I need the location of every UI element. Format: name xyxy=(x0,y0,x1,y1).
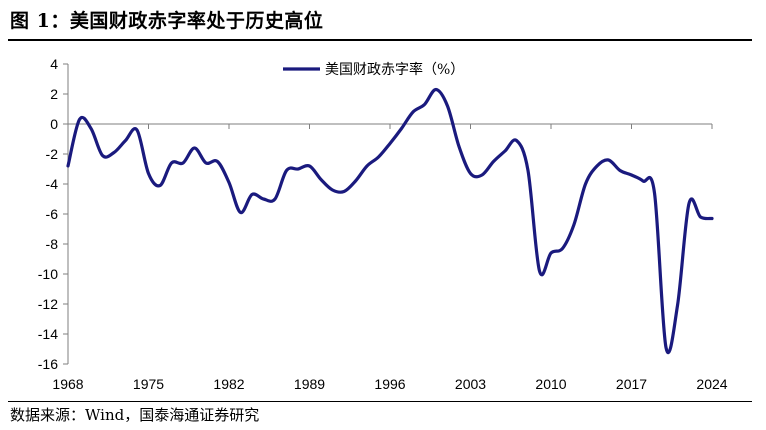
x-tick-label: 1982 xyxy=(213,376,244,392)
data-point-1972 xyxy=(113,151,115,153)
data-point-2001 xyxy=(446,105,448,107)
data-point-1994 xyxy=(366,165,368,167)
title-underline xyxy=(8,39,752,41)
data-point-1998 xyxy=(412,111,414,113)
series-line xyxy=(66,87,714,355)
data-point-1989 xyxy=(308,165,310,167)
data-point-1976 xyxy=(159,184,161,186)
data-point-2007 xyxy=(515,139,517,141)
data-point-2000 xyxy=(435,88,437,90)
data-point-2005 xyxy=(492,160,494,162)
data-point-2013 xyxy=(584,183,586,185)
y-tick-label: -16 xyxy=(38,356,58,372)
y-tick-label: 0 xyxy=(50,116,58,132)
data-point-1987 xyxy=(285,169,287,171)
x-axis: 1968 1975 1982 1989 1996 2003 2010 2017 2024 xyxy=(52,123,728,392)
data-point-1971 xyxy=(101,154,103,156)
data-point-1977 xyxy=(170,162,172,164)
data-point-2003 xyxy=(469,172,471,174)
data-point-1970 xyxy=(90,127,92,129)
data-point-2016 xyxy=(619,169,621,171)
y-axis: 4 2 0 -2 -4 -6 -8 -10 -12 -14 -16 xyxy=(38,56,69,372)
data-point-1995 xyxy=(377,156,379,158)
data-point-2017 xyxy=(630,174,632,176)
data-point-1992 xyxy=(343,190,345,192)
y-tick-label: -12 xyxy=(38,296,58,312)
data-point-2019 xyxy=(653,192,655,194)
y-tick-label: -8 xyxy=(46,236,59,252)
x-tick-label: 1975 xyxy=(133,376,164,392)
data-point-1979 xyxy=(193,147,195,149)
data-point-1988 xyxy=(297,168,299,170)
data-point-1968 xyxy=(67,165,69,167)
data-point-2009 xyxy=(538,270,540,272)
data-point-1981 xyxy=(216,160,218,162)
y-tick-label: -4 xyxy=(46,176,59,192)
data-point-2018 xyxy=(642,180,644,182)
x-tick-label: 1996 xyxy=(374,376,405,392)
data-point-2004 xyxy=(481,174,483,176)
data-point-1980 xyxy=(205,162,207,164)
x-tick-label: 2024 xyxy=(696,376,727,392)
x-tick-label: 2003 xyxy=(455,376,486,392)
data-point-2006 xyxy=(504,150,506,152)
data-point-1983 xyxy=(239,211,241,213)
data-point-1991 xyxy=(331,189,333,191)
y-tick-label: 2 xyxy=(50,86,58,102)
figure-title: 图 1：美国财政赤字率处于历史高位 xyxy=(10,10,324,32)
data-point-2012 xyxy=(573,223,575,225)
y-tick-label: -6 xyxy=(46,206,59,222)
data-point-2010 xyxy=(550,252,552,254)
legend-label: 美国财政赤字率（%） xyxy=(325,61,464,78)
data-point-1978 xyxy=(182,162,184,164)
data-point-1990 xyxy=(320,178,322,180)
data-point-1985 xyxy=(262,198,264,200)
data-point-1974 xyxy=(136,129,138,131)
data-point-2021 xyxy=(676,304,678,306)
series-layer xyxy=(66,87,714,355)
x-tick-label: 2010 xyxy=(535,376,566,392)
data-point-2023 xyxy=(699,216,701,218)
data-point-1969 xyxy=(78,118,80,120)
x-tick-label: 1989 xyxy=(294,376,325,392)
data-point-1986 xyxy=(274,198,276,200)
x-tick-label: 2017 xyxy=(616,376,647,392)
data-point-2020 xyxy=(665,346,667,348)
data-point-1982 xyxy=(228,181,230,183)
y-tick-label: 4 xyxy=(50,56,58,72)
deficit-line-chart: 4 2 0 -2 -4 -6 -8 -10 -12 -14 -16 1968 1975 1982 1989… xyxy=(38,56,728,392)
data-point-1999 xyxy=(423,103,425,105)
data-point-2008 xyxy=(527,169,529,171)
data-point-2015 xyxy=(607,159,609,161)
y-tick-label: -10 xyxy=(38,266,58,282)
data-point-2014 xyxy=(596,165,598,167)
data-point-2011 xyxy=(561,247,563,249)
legend: 美国财政赤字率（%） xyxy=(283,61,464,78)
data-point-2002 xyxy=(458,145,460,147)
data-point-1997 xyxy=(400,127,402,129)
y-tick-label: -14 xyxy=(38,326,58,342)
data-point-2022 xyxy=(688,202,690,204)
data-point-1996 xyxy=(389,142,391,144)
data-point-2024 xyxy=(711,217,713,219)
x-tick-label: 1968 xyxy=(52,376,83,392)
data-source: 数据来源：Wind，国泰海通证券研究 xyxy=(10,406,260,424)
data-point-1973 xyxy=(124,139,126,141)
data-point-1975 xyxy=(147,172,149,174)
data-point-1993 xyxy=(354,180,356,182)
y-tick-label: -2 xyxy=(46,146,59,162)
data-point-1984 xyxy=(251,193,253,195)
footer-rule xyxy=(8,401,752,402)
